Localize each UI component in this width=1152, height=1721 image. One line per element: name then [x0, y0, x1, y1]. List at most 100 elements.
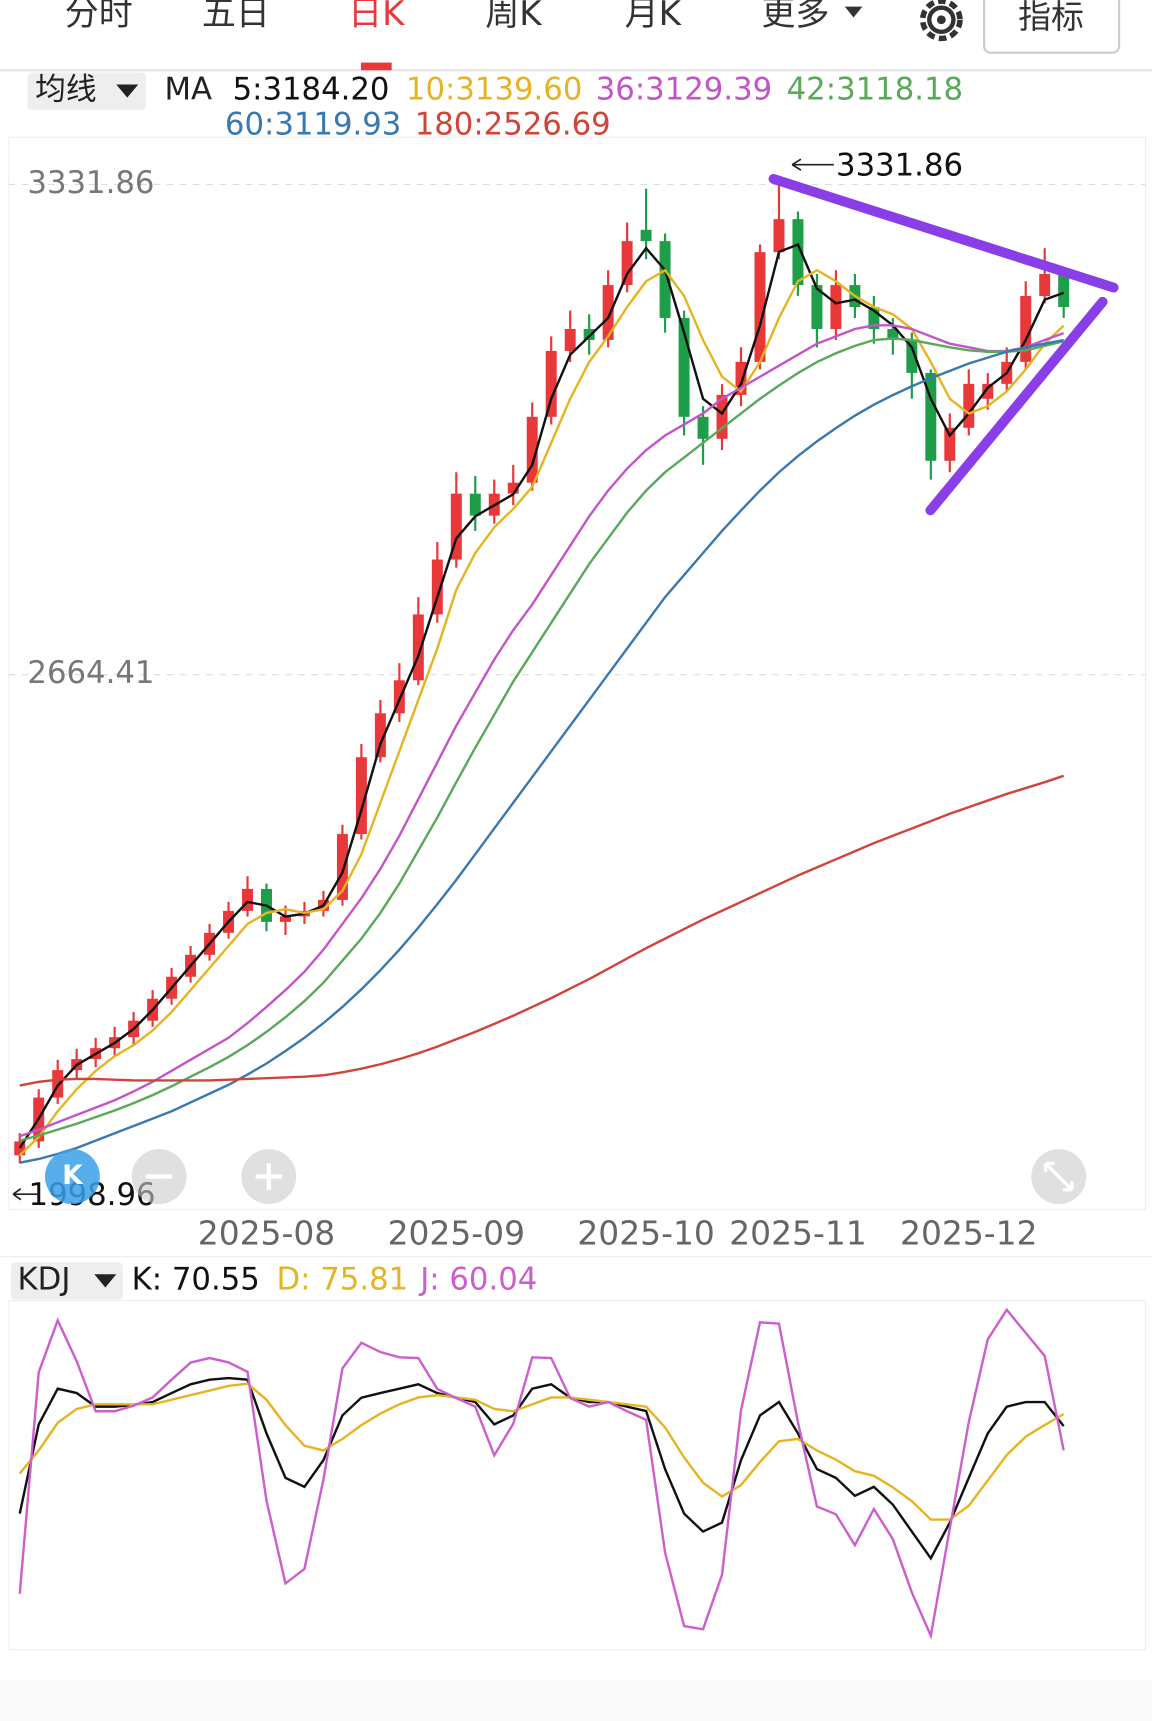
indicator-line — [19, 338, 1064, 1164]
ma-prefix: MA — [165, 72, 213, 108]
dropdown-arrow — [94, 1274, 117, 1288]
x-tick-label: 2025-09 — [388, 1213, 525, 1252]
candle-body — [735, 361, 747, 395]
ma-selector-label: 均线 — [35, 72, 96, 108]
candle-body — [1058, 274, 1070, 308]
indicator-line — [18, 1382, 1065, 1521]
max-label: 3331.86 — [836, 147, 963, 183]
indicator-line — [18, 1376, 1065, 1561]
active-tab-underline — [360, 62, 392, 71]
k-button[interactable] — [44, 1149, 100, 1205]
candle-body — [507, 482, 519, 494]
ma-selector[interactable] — [27, 72, 146, 110]
x-tick-label: 2025-11 — [729, 1213, 866, 1252]
candle-body — [355, 757, 367, 835]
candle-body — [374, 713, 386, 758]
candle-body — [412, 614, 424, 681]
indicator-line — [19, 774, 1065, 1087]
dropdown-arrow — [844, 6, 863, 18]
dropdown-arrow — [116, 84, 139, 98]
legend-entry: 36:3129.39 — [596, 72, 772, 108]
kdj-frame — [8, 1300, 1146, 1651]
candle-body — [944, 427, 956, 461]
tab-label[interactable]: 日K — [348, 0, 406, 34]
candle-body — [811, 285, 823, 329]
indicator-line — [18, 268, 1065, 1157]
trendline-lower — [925, 296, 1108, 516]
legend-entry: K: 70.55 — [132, 1261, 260, 1297]
gear-ring — [927, 5, 956, 35]
x-tick-label: 2025-12 — [900, 1213, 1037, 1252]
candle-body — [868, 307, 880, 329]
indicator-line — [19, 337, 1064, 1142]
candle-body — [431, 559, 443, 615]
kdj-selector[interactable] — [10, 1262, 123, 1300]
tab-label[interactable]: 月K — [625, 0, 683, 34]
candle-body — [526, 416, 538, 483]
tab-bar: 分时 五日 日K 周K 月K 更多 — [65, 0, 863, 71]
candle-body — [279, 916, 291, 922]
candle-body — [659, 241, 671, 318]
candle-body — [792, 219, 804, 286]
fullscreen-icon — [1043, 1161, 1074, 1192]
candle-body — [963, 383, 975, 428]
candle-body — [716, 394, 728, 439]
candle-body — [583, 328, 595, 340]
indicator-line — [19, 324, 1065, 1138]
candle-body — [14, 1141, 26, 1156]
candle-body — [640, 229, 652, 242]
candle-body — [906, 339, 918, 373]
kdj-chart — [18, 1307, 1065, 1640]
candle-body — [242, 888, 254, 911]
candle-body — [678, 317, 690, 417]
indicator-button[interactable] — [983, 0, 1121, 54]
x-tick-label: 2025-10 — [577, 1213, 714, 1252]
candle-body — [982, 383, 994, 399]
legend-entry: J: 60.04 — [418, 1261, 537, 1297]
candle-body — [773, 219, 785, 253]
candle-body — [393, 680, 405, 714]
x-tick-label: 2025-08 — [198, 1213, 335, 1252]
trendline-upper — [768, 173, 1119, 293]
tab-label[interactable]: 周K — [485, 0, 543, 34]
k-button-icon: K — [62, 1161, 84, 1191]
kdj-selector-label: KDJ — [18, 1261, 71, 1297]
candle-body — [697, 416, 709, 439]
candle-body — [564, 328, 576, 351]
max-arrow — [791, 158, 834, 171]
tab-label[interactable]: 五日 — [202, 0, 270, 34]
candle-body — [1039, 274, 1051, 297]
candle-body — [621, 241, 633, 286]
bottom-strip — [0, 1679, 1152, 1721]
candle-body — [925, 372, 937, 461]
candle-body — [469, 493, 481, 516]
candle-body — [887, 328, 899, 340]
gear-teeth — [919, 0, 963, 42]
legend-entry: 10:3139.60 — [406, 72, 582, 108]
min-arrow — [12, 1188, 38, 1201]
candle-body — [450, 493, 462, 560]
candle-body — [1020, 296, 1032, 362]
kdj-legend: K: 70.55 D: 75.81 J: 60.04 — [132, 1261, 538, 1297]
legend-entry: D: 75.81 — [276, 1261, 408, 1297]
gear-hub — [936, 15, 946, 25]
candle-body — [830, 285, 842, 329]
indicator-line — [18, 242, 1065, 1149]
candle-body — [754, 252, 766, 362]
indicator-button-label: 指标 — [1018, 0, 1084, 36]
y-tick-label: 2664.41 — [27, 655, 154, 691]
tab-label[interactable]: 分时 — [65, 0, 133, 34]
price-frame — [8, 136, 1146, 1211]
candle-body — [336, 834, 348, 900]
indicator-line — [18, 1307, 1065, 1640]
zoom-in-icon — [255, 1163, 282, 1190]
legend-entry: 5:3184.20 — [233, 72, 390, 108]
candle-body — [602, 285, 614, 340]
candle-body — [545, 350, 557, 417]
settings-icon[interactable] — [919, 0, 963, 42]
legend-entry: 42:3118.18 — [787, 72, 963, 108]
tab-label[interactable]: 更多 — [761, 0, 829, 34]
